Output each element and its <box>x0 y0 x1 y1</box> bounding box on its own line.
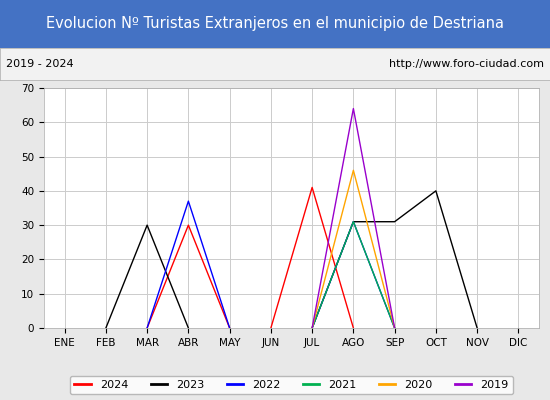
Legend: 2024, 2023, 2022, 2021, 2020, 2019: 2024, 2023, 2022, 2021, 2020, 2019 <box>70 376 513 394</box>
Text: 2019 - 2024: 2019 - 2024 <box>6 59 73 69</box>
Text: Evolucion Nº Turistas Extranjeros en el municipio de Destriana: Evolucion Nº Turistas Extranjeros en el … <box>46 16 504 31</box>
Text: http://www.foro-ciudad.com: http://www.foro-ciudad.com <box>389 59 544 69</box>
